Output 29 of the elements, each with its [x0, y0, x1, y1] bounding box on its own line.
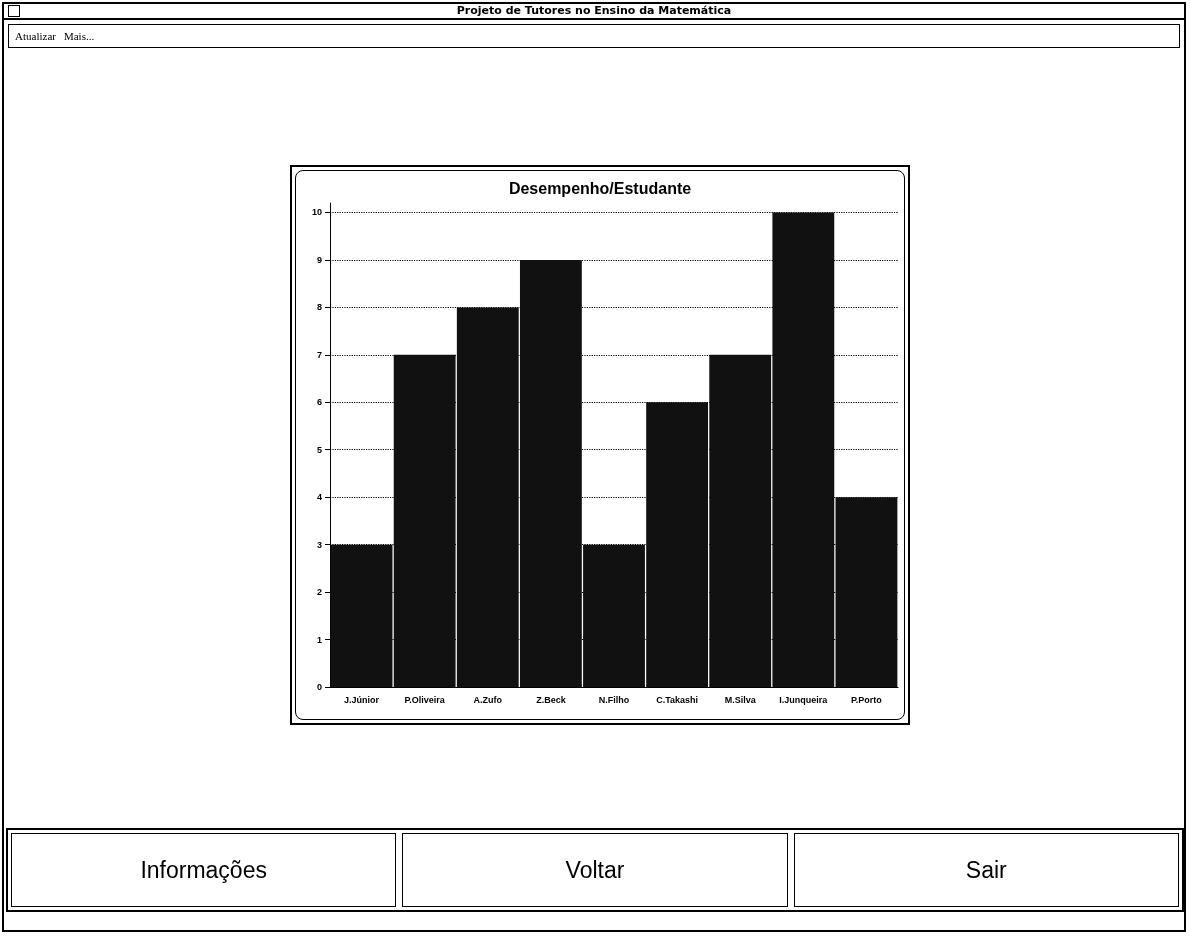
x-tick-label: C.Takashi [656, 694, 699, 705]
text: Voltar [402, 833, 788, 907]
bar [835, 497, 898, 687]
y-tick-label: 7 [316, 349, 322, 360]
y-tick-label: 0 [316, 682, 322, 692]
x-tick-label: I.Junqueira [779, 694, 829, 705]
x-tick-label: A.Zufo [473, 694, 503, 705]
x-tick-label: J.Júnior [344, 694, 380, 705]
chart-title: Desempenho/Estudante [508, 179, 692, 197]
x-tick-label: M.Silva [724, 694, 757, 705]
y-tick-label: 6 [316, 397, 322, 408]
text: Projeto de Tutores no Ensino da Matemática [456, 4, 732, 17]
x-tick-label: N.Filho [598, 694, 630, 705]
x-tick-label: Z.Beck [536, 694, 567, 705]
y-tick-label: 2 [316, 587, 322, 598]
y-tick-label: 5 [316, 444, 322, 455]
text: Sair [793, 833, 1179, 907]
y-tick-label: 1 [316, 634, 322, 645]
x-tick-label: P.Oliveira [404, 694, 446, 705]
y-tick-label: 3 [316, 539, 322, 550]
x-tick-label: P.Porto [851, 694, 883, 705]
y-tick-label: 4 [316, 492, 322, 503]
text: Informações [11, 833, 397, 907]
text: Atualizar [15, 30, 56, 42]
bar [330, 544, 393, 687]
y-tick-label: 8 [316, 302, 322, 313]
y-tick-label: 10 [311, 207, 322, 218]
text: Mais... [63, 30, 95, 42]
y-tick-label: 9 [316, 254, 322, 265]
